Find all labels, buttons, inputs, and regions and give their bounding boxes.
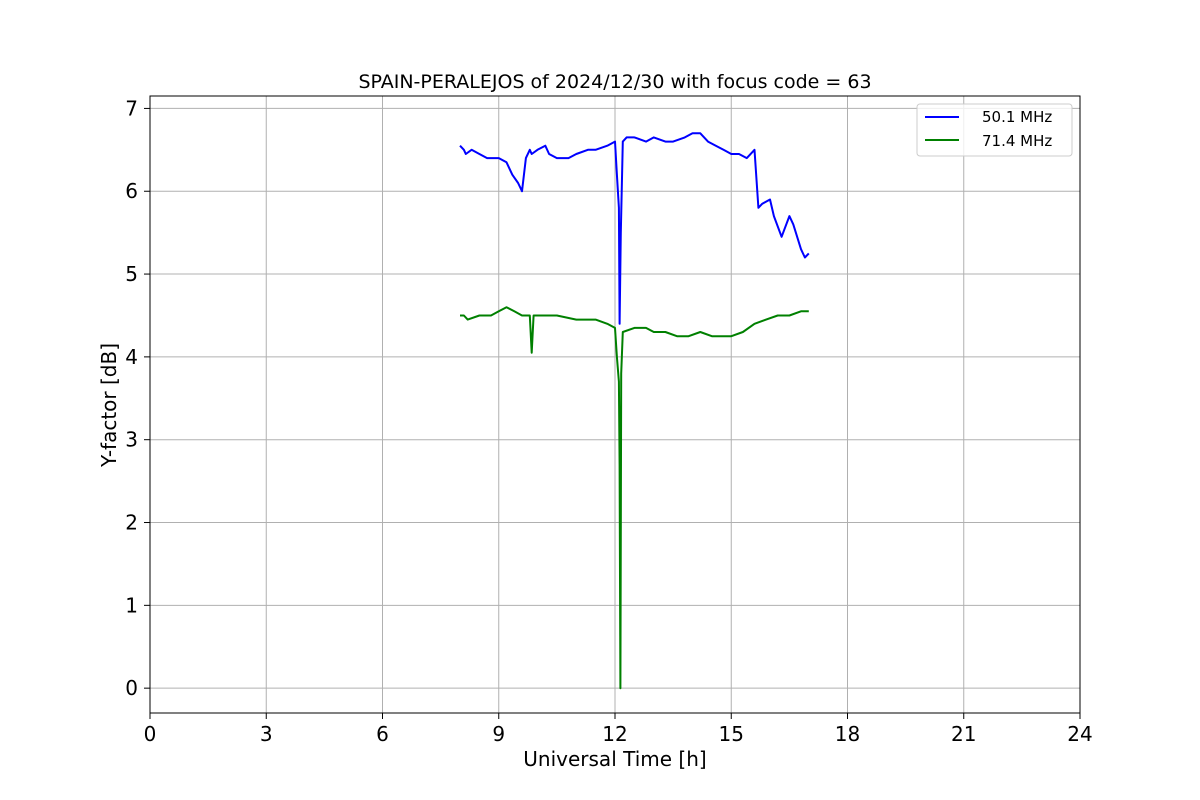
x-tick-label: 3: [260, 722, 273, 746]
series-layer: [459, 132, 810, 690]
x-tick-label: 21: [951, 722, 976, 746]
y-tick-label: 2: [125, 511, 138, 535]
legend: 50.1 MHz 71.4 MHz: [916, 103, 1073, 157]
series-line-50-1-mhz: [459, 132, 810, 325]
x-tick-label: 24: [1067, 722, 1092, 746]
series-line-71-4-mhz: [460, 306, 809, 690]
y-tick-label: 0: [125, 676, 138, 700]
x-tick-label: 15: [719, 722, 744, 746]
legend-label-71-4-mhz: 71.4 MHz: [982, 132, 1052, 150]
y-tick-label: 5: [125, 262, 138, 286]
y-tick-label: 7: [125, 96, 138, 120]
x-tick-label: 9: [492, 722, 505, 746]
y-tick-label: 1: [125, 593, 138, 617]
y-axis-label: Y-factor [dB]: [97, 343, 121, 468]
x-tick-label: 0: [144, 722, 157, 746]
x-tick-label: 12: [602, 722, 627, 746]
y-tick-label: 3: [125, 428, 138, 452]
legend-label-50-1-mhz: 50.1 MHz: [982, 108, 1052, 126]
y-tick-label: 6: [125, 179, 138, 203]
y-tick-label: 4: [125, 345, 138, 369]
x-tick-label: 18: [835, 722, 860, 746]
chart-title: SPAIN-PERALEJOS of 2024/12/30 with focus…: [358, 71, 871, 93]
x-tick-label: 6: [376, 722, 389, 746]
x-axis-label: Universal Time [h]: [523, 747, 706, 771]
